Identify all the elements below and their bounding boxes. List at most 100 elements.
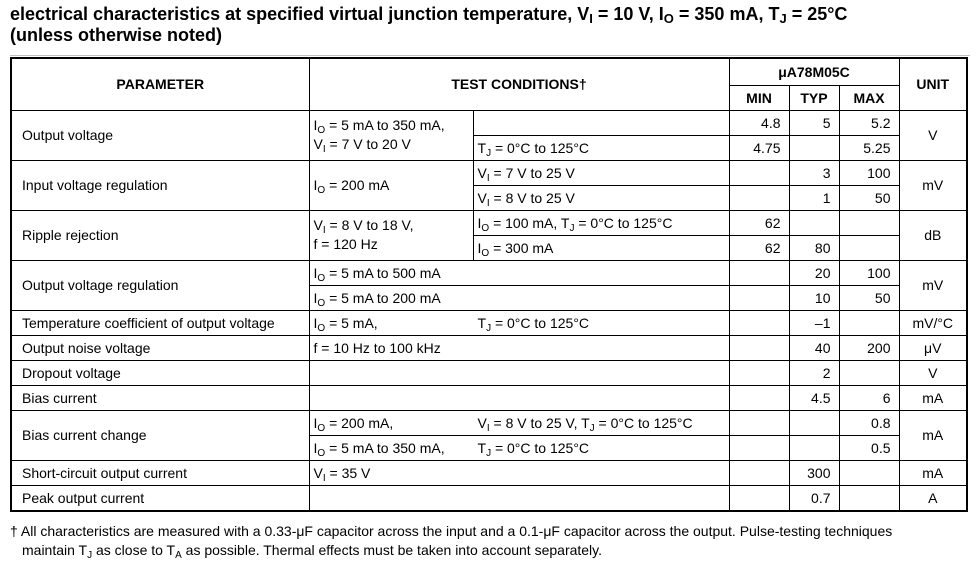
unit-value: mV (898, 159, 968, 211)
param-bias: Bias current (10, 384, 310, 411)
table-row: Ripple rejection VI = 8 V to 18 V, f = 1… (10, 209, 968, 261)
table-row: Bias current change IO = 200 mA, VI = 8 … (10, 409, 968, 461)
title-line2: (unless otherwise noted) (10, 25, 223, 45)
min-value: 62 (728, 209, 790, 236)
cond-io: IO = 5 mA to 200 mA (308, 284, 730, 311)
header-typ: TYP (788, 84, 840, 111)
unit-value: V (898, 359, 968, 386)
unit-value: mA (898, 459, 968, 486)
table-row: Input voltage regulation IO = 200 mA VI … (10, 159, 968, 211)
table-row: Output voltage IO = 5 mA to 350 mA, VI =… (10, 109, 968, 161)
param-temp-coeff: Temperature coefficient of output voltag… (10, 309, 310, 336)
max-value: 200 (838, 334, 900, 361)
cond-frequency: f = 10 Hz to 100 kHz (308, 334, 730, 361)
subcond-tj: TJ = 0°C to 125°C (472, 134, 730, 161)
subcond-empty (472, 109, 730, 136)
typ-value: 300 (788, 459, 840, 486)
max-value: 5.2 (838, 109, 900, 136)
unit-value: mV/°C (898, 309, 968, 336)
cond-io-tj: IO = 5 mA, TJ = 0°C to 125°C (308, 309, 730, 336)
unit-value: V (898, 109, 968, 161)
cond-input-regulation: IO = 200 mA (308, 159, 474, 211)
typ-value: 5 (788, 109, 840, 136)
max-value (838, 209, 900, 236)
table-row: Temperature coefficient of output voltag… (10, 309, 968, 336)
subcond-vi: VI = 7 V to 25 V (472, 159, 730, 186)
header-test-conditions: TEST CONDITIONS† (308, 57, 730, 111)
electrical-characteristics-table: PARAMETER TEST CONDITIONS† μA78M05C UNIT… (10, 57, 968, 512)
cond-output-voltage: IO = 5 mA to 350 mA, VI = 7 V to 20 V (308, 109, 474, 161)
typ-value: 3 (788, 159, 840, 186)
section-title: electrical characteristics at specified … (10, 4, 848, 45)
typ-value: 20 (788, 259, 840, 286)
max-value (838, 359, 900, 386)
min-value (728, 334, 790, 361)
subcond-io: IO = 300 mA (472, 234, 730, 261)
table-row: Peak output current 0.7 A (10, 484, 968, 511)
header-unit: UNIT (898, 57, 968, 111)
cond-ripple: VI = 8 V to 18 V, f = 120 Hz (308, 209, 474, 261)
min-value: 4.75 (728, 134, 790, 161)
title-rule (10, 55, 970, 56)
min-value (728, 309, 790, 336)
footnote: † All characteristics are measured with … (10, 522, 970, 561)
header-max: MAX (838, 84, 900, 111)
unit-value: mA (898, 409, 968, 461)
param-output-regulation: Output voltage regulation (10, 259, 310, 311)
unit-value: mA (898, 384, 968, 411)
max-value: 0.5 (838, 434, 900, 461)
param-peak: Peak output current (10, 484, 310, 511)
max-value: 100 (838, 159, 900, 186)
min-value (728, 259, 790, 286)
max-value (838, 309, 900, 336)
cond-empty (308, 484, 730, 511)
header-min: MIN (728, 84, 790, 111)
table-row: VI = 8 V to 25 V 1 50 (11, 184, 967, 211)
param-output-voltage: Output voltage (10, 109, 310, 161)
table-row: Dropout voltage 2 V (10, 359, 968, 386)
max-value (838, 484, 900, 511)
unit-value: A (898, 484, 968, 511)
max-value: 50 (838, 184, 900, 211)
min-value: 62 (728, 234, 790, 261)
typ-value: –1 (788, 309, 840, 336)
unit-value: dB (898, 209, 968, 261)
min-value (728, 459, 790, 486)
max-value (838, 234, 900, 261)
unit-value: mV (898, 259, 968, 311)
typ-value: 10 (788, 284, 840, 311)
footnote-line2: maintain TJ as close to TA as possible. … (22, 542, 603, 561)
typ-value (788, 134, 840, 161)
param-bias-change: Bias current change (10, 409, 310, 461)
min-value (728, 484, 790, 511)
table-row: Bias current 4.5 6 mA (10, 384, 968, 411)
table-row: Output voltage regulation IO = 5 mA to 5… (10, 259, 968, 311)
min-value (728, 284, 790, 311)
subcond-vi: VI = 8 V to 25 V (472, 184, 730, 211)
cond-io-tj: IO = 5 mA to 350 mA, TJ = 0°C to 125°C (308, 434, 730, 461)
min-value (728, 434, 790, 461)
table-row: IO = 300 mA 62 80 (11, 234, 967, 261)
min-value: 4.8 (728, 109, 790, 136)
table-row: IO = 5 mA to 200 mA 10 50 (11, 284, 967, 311)
typ-value (788, 409, 840, 436)
max-value: 50 (838, 284, 900, 311)
min-value (728, 409, 790, 436)
table-row: IO = 5 mA to 350 mA, TJ = 0°C to 125°C 0… (11, 434, 967, 461)
typ-value (788, 209, 840, 236)
typ-value: 1 (788, 184, 840, 211)
min-value (728, 384, 790, 411)
cond-empty (308, 384, 730, 411)
footnote-line1: † All characteristics are measured with … (10, 523, 893, 539)
typ-value: 0.7 (788, 484, 840, 511)
max-value: 100 (838, 259, 900, 286)
typ-value: 80 (788, 234, 840, 261)
cond-vi: VI = 35 V (308, 459, 730, 486)
param-dropout: Dropout voltage (10, 359, 310, 386)
max-value (838, 459, 900, 486)
param-noise: Output noise voltage (10, 334, 310, 361)
header-device: μA78M05C (728, 57, 900, 86)
cond-io: IO = 5 mA to 500 mA (308, 259, 730, 286)
param-short-circuit: Short-circuit output current (10, 459, 310, 486)
param-ripple: Ripple rejection (10, 209, 310, 261)
